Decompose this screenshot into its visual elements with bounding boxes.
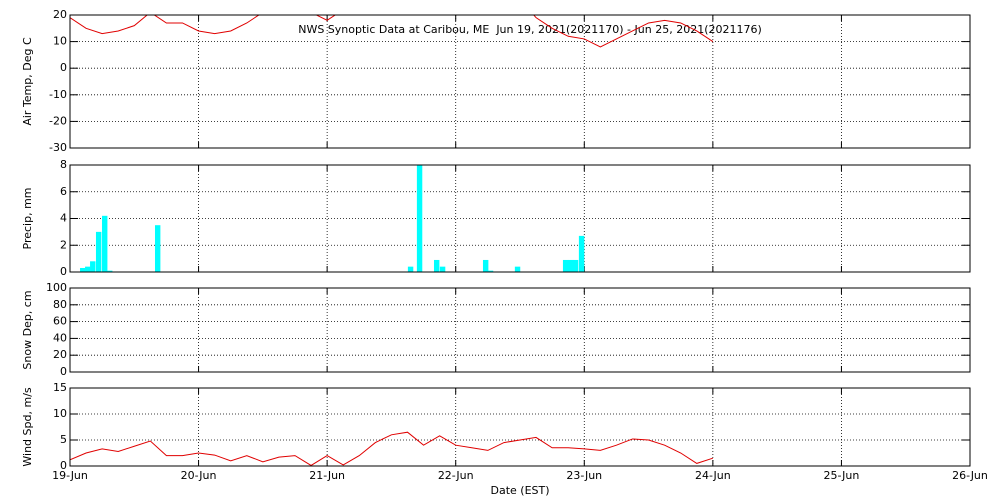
bar [80,267,86,272]
y-tick-label: 2 [60,238,67,251]
bar [439,266,446,272]
y-tick-label: 100 [46,281,67,294]
y-axis-label: Air Temp, Deg C [21,37,34,126]
y-tick-label: 10 [53,407,67,420]
y-tick-label: 0 [60,61,67,74]
y-tick-label: 8 [60,158,67,171]
x-tick-label: 19-Jun [52,469,88,482]
y-tick-label: 10 [53,35,67,48]
bar [416,165,423,272]
bar [90,261,96,272]
y-tick-label: 60 [53,315,67,328]
y-tick-label: 40 [53,331,67,344]
plot-frame [69,14,971,149]
y-axis-label: Wind Spd, m/s [21,387,34,467]
bar [578,235,585,272]
plot-area [80,165,585,272]
bar [85,266,91,272]
y-tick-label: 0 [60,459,67,472]
plot-area [70,15,714,48]
y-axis-label: Snow Dep, cm [21,290,34,369]
x-axis-label: Date (EST) [490,484,549,497]
bar [487,270,494,272]
y-axis-label: Precip, mm [21,188,34,250]
y-tick-label: -10 [49,88,67,101]
x-tick-label: 26-Jun [952,469,988,482]
chart-title: NWS Synoptic Data at Caribou, ME Jun 19,… [298,23,762,36]
x-tick-label: 23-Jun [566,469,602,482]
y-tick-label: 5 [60,433,67,446]
y-tick-label: 15 [53,381,67,394]
bar [102,215,108,272]
data-line [70,15,714,48]
bar [572,259,579,272]
plot-area [70,431,714,466]
bar [567,259,574,272]
y-tick-label: 4 [60,212,67,225]
x-tick-label: 21-Jun [309,469,345,482]
plot-frame [69,387,971,467]
bar [154,225,161,272]
y-tick-label: -20 [49,114,67,127]
x-tick-label: 24-Jun [695,469,731,482]
bar [107,270,113,272]
x-tick-label: 25-Jun [824,469,860,482]
y-tick-label: 0 [60,265,67,278]
bar [95,231,102,272]
bar [562,259,569,272]
x-tick-label: 20-Jun [181,469,217,482]
y-tick-label: 6 [60,185,67,198]
y-tick-label: -30 [49,141,67,154]
y-tick-label: 20 [53,348,67,361]
plot-frame [69,164,971,273]
y-tick-label: 80 [53,298,67,311]
bar [514,266,521,272]
plot-frame [69,287,971,373]
data-line [70,431,714,466]
bar [407,266,414,272]
y-tick-label: 20 [53,8,67,21]
x-tick-label: 22-Jun [438,469,474,482]
bar [433,259,440,272]
y-tick-label: 0 [60,365,67,378]
bar [482,259,489,272]
